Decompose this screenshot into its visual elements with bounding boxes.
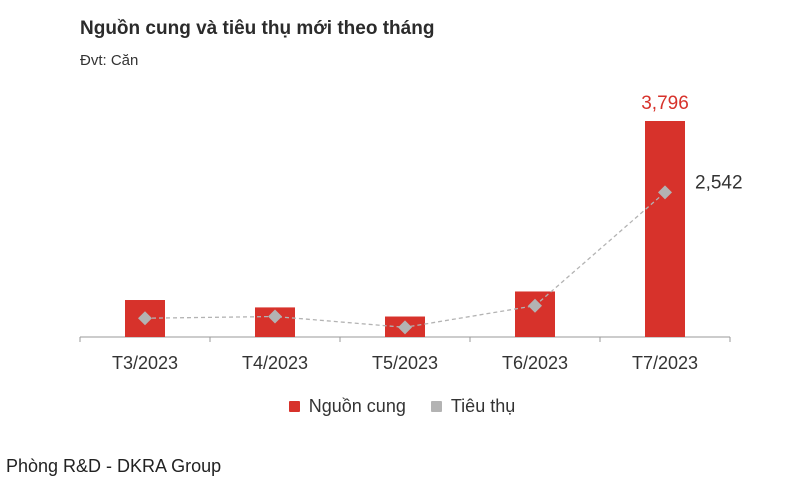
data-label-supply: 3,796 [641,93,689,114]
legend-swatch-supply [288,401,300,412]
legend-item-supply: Nguồn cung [288,396,406,417]
legend-swatch-consumption [430,401,442,412]
marker-consumption-T3/2023 [138,311,152,326]
bar-supply-T6/2023 [515,291,555,337]
x-tick-label: T7/2023 [632,353,698,373]
line-consumption [144,191,666,328]
marker-consumption-T6/2023 [528,298,542,313]
marker-consumption-T5/2023 [398,320,412,335]
legend: Nguồn cung Tiêu thụ [0,396,804,417]
legend-item-consumption: Tiêu thụ [430,396,516,417]
legend-label-supply: Nguồn cung [308,396,406,416]
marker-consumption-T4/2023 [268,309,282,324]
marker-consumption-T7/2023 [658,185,672,200]
x-tick-label: T4/2023 [242,353,308,373]
chart-title: Nguồn cung và tiêu thụ mới theo tháng [80,18,435,39]
x-tick-label: T5/2023 [372,353,438,373]
data-label-consumption: 2,542 [695,172,743,193]
unit-label: Đvt: Căn [80,52,139,69]
source-note: Phòng R&D - DKRA Group [6,456,222,476]
x-tick-label: T6/2023 [502,353,568,373]
legend-label-consumption: Tiêu thụ [450,396,516,416]
x-tick-label: T3/2023 [112,353,178,373]
chart-canvas: 3,796 2,542 T3/2023 T4/2023 T5/2023 T6/2023 T7… [79,93,743,373]
bar-supply-T7/2023 [645,121,685,337]
